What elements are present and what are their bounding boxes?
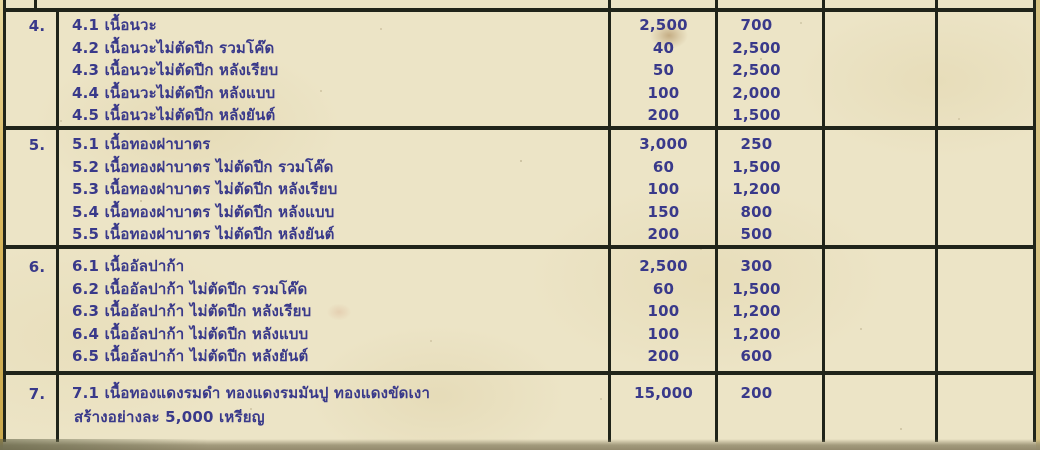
table-border-line	[822, 0, 825, 8]
item-value-col1: 2,500	[639, 16, 688, 34]
item-value-col1: 60	[652, 279, 675, 298]
item-value-col1: 3,000	[639, 135, 688, 153]
item-value-col1: 100	[647, 83, 680, 102]
item-label: 4.1 เนื้อนวะ	[72, 16, 157, 34]
item-value-col2: 1,500	[732, 157, 781, 176]
item-value-col1: 150	[647, 202, 680, 221]
table-border-line	[822, 8, 825, 442]
table-border-line	[2, 245, 1036, 249]
item-value-col2: 2,000	[732, 83, 781, 102]
item-label: 6.1 เนื้ออัลปาก้า	[72, 257, 185, 275]
table-border-line	[715, 0, 718, 8]
item-value-col2: 1,200	[732, 302, 781, 320]
item-value-col2: 1,500	[732, 279, 781, 298]
table-border-line	[56, 8, 59, 442]
item-value-col1: 40	[652, 38, 675, 57]
item-value-col2: 1,200	[732, 324, 781, 343]
item-value-col1: 60	[652, 157, 675, 176]
table-border-line	[1033, 0, 1036, 8]
item-value-col2: 600	[740, 347, 773, 365]
item-value-col1: 50	[652, 61, 675, 79]
paper-speckles	[140, 200, 142, 202]
item-label: 5.3 เนื้อทองฝาบาตร ไม่ตัดปีก หลังเรียบ	[72, 180, 338, 198]
item-value-col1: 200	[647, 347, 680, 365]
item-label-line2: สร้างอย่างละ 5,000 เหรียญ	[74, 408, 265, 426]
item-label: 5.2 เนื้อทองฝาบาตร ไม่ตัดปีก รวมโค๊ด	[72, 157, 334, 176]
table-border-line	[2, 8, 1036, 12]
table-border-line	[608, 8, 611, 442]
item-value-col2: 1,500	[732, 106, 781, 124]
page-edge-left	[0, 0, 3, 450]
item-label: 6.4 เนื้ออัลปาก้า ไม่ตัดปีก หลังแบบ	[72, 324, 309, 343]
item-value-col2: 700	[740, 16, 773, 34]
item-value-col2: 300	[740, 257, 773, 275]
section-number: 7.	[28, 385, 46, 403]
section-number: 6.	[28, 258, 46, 276]
item-label: 7.1 เนื้อทองแดงรมดำ ทองแดงรมมันปู ทองแดง…	[72, 384, 431, 402]
item-value-col1: 100	[647, 302, 680, 320]
page-edge-right	[1036, 0, 1040, 450]
item-value-col1: 100	[647, 180, 680, 198]
section-number: 5.	[28, 136, 46, 154]
item-value-col2: 200	[740, 384, 773, 402]
item-value-col2: 2,500	[732, 38, 781, 57]
item-label: 6.2 เนื้ออัลปาก้า ไม่ตัดปีก รวมโค๊ด	[72, 279, 308, 298]
page-edge-bottom	[0, 439, 1040, 450]
item-value-col2: 2,500	[732, 61, 781, 79]
table-border-line	[2, 371, 1036, 375]
table-border-line	[3, 8, 6, 442]
item-value-col2: 500	[740, 225, 773, 243]
item-label: 6.5 เนื้ออัลปาก้า ไม่ตัดปีก หลังยันต์	[72, 347, 309, 365]
table-border-line	[608, 0, 611, 8]
item-value-col1: 100	[647, 324, 680, 343]
item-value-col2: 1,200	[732, 180, 781, 198]
table-border-line	[935, 0, 938, 8]
item-label: 4.2 เนื้อนวะไม่ตัดปีก รวมโค๊ด	[72, 38, 275, 57]
table-border-line	[34, 0, 37, 8]
table-border-line	[3, 0, 6, 8]
table-border-line	[1033, 8, 1036, 442]
table-border-line	[935, 8, 938, 442]
item-label: 4.3 เนื้อนวะไม่ตัดปีก หลังเรียบ	[72, 61, 279, 79]
item-label: 4.4 เนื้อนวะไม่ตัดปีก หลังแบบ	[72, 83, 276, 102]
item-value-col1: 2,500	[639, 257, 688, 275]
item-label: 5.1 เนื้อทองฝาบาตร	[72, 135, 211, 153]
item-value-col1: 200	[647, 225, 680, 243]
item-label: 5.4 เนื้อทองฝาบาตร ไม่ตัดปีก หลังแบบ	[72, 202, 335, 221]
paper-stain	[322, 300, 356, 324]
item-label: 4.5 เนื้อนวะไม่ตัดปีก หลังยันต์	[72, 106, 276, 124]
table-border-line	[2, 126, 1036, 130]
item-value-col2: 800	[740, 202, 773, 221]
item-label: 5.5 เนื้อทองฝาบาตร ไม่ตัดปีก หลังยันต์	[72, 225, 335, 243]
section-number: 4.	[28, 17, 46, 35]
table-border-line	[715, 8, 718, 442]
item-label: 6.3 เนื้ออัลปาก้า ไม่ตัดปีก หลังเรียบ	[72, 302, 312, 320]
paper-stain	[650, 22, 688, 49]
item-value-col1: 15,000	[633, 384, 694, 402]
item-value-col1: 200	[647, 106, 680, 124]
item-value-col2: 250	[740, 135, 773, 153]
